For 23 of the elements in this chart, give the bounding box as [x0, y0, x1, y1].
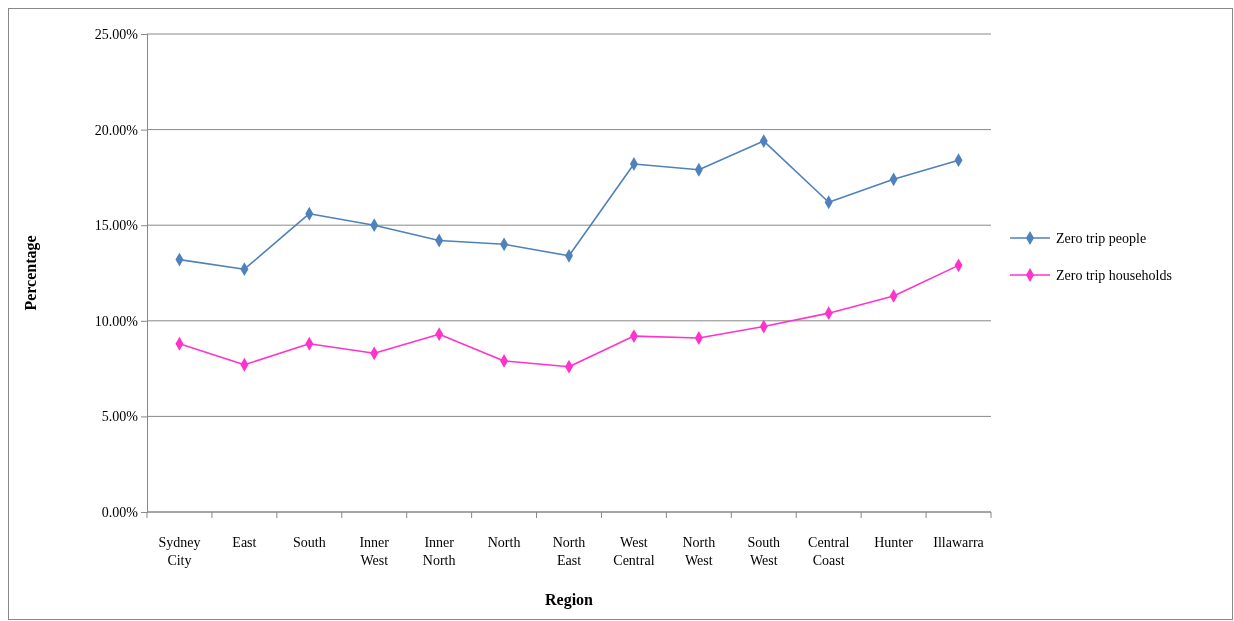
- x-tick-label: West Central: [613, 535, 655, 568]
- y-tick-label: 5.00%: [101, 409, 139, 425]
- x-tick-label: Illawarra: [933, 535, 985, 550]
- y-tick-label: 10.00%: [94, 313, 139, 329]
- x-tick-label: North: [487, 535, 521, 550]
- x-tick-label: Central Coast: [808, 535, 850, 568]
- x-axis-title: Region: [545, 591, 594, 609]
- y-tick-label: 0.00%: [101, 504, 139, 520]
- x-tick-label: North West: [682, 535, 716, 568]
- x-tick-label: North East: [552, 535, 586, 568]
- x-tick-label: South: [292, 535, 326, 550]
- y-tick-label: 15.00%: [94, 218, 139, 234]
- x-tick-label: Sydney City: [158, 535, 201, 568]
- y-tick-label: 25.00%: [94, 26, 139, 42]
- legend-label: Zero trip people: [1056, 231, 1147, 246]
- x-tick-label: East: [232, 535, 257, 550]
- x-tick-label: Hunter: [874, 535, 914, 550]
- x-tick-label: South West: [747, 535, 781, 568]
- x-tick-label: Inner West: [359, 535, 390, 568]
- y-tick-label: 20.00%: [94, 122, 139, 138]
- x-tick-label: Inner North: [422, 535, 456, 568]
- y-axis-title: Percentage: [22, 235, 40, 311]
- legend-label: Zero trip households: [1056, 268, 1172, 283]
